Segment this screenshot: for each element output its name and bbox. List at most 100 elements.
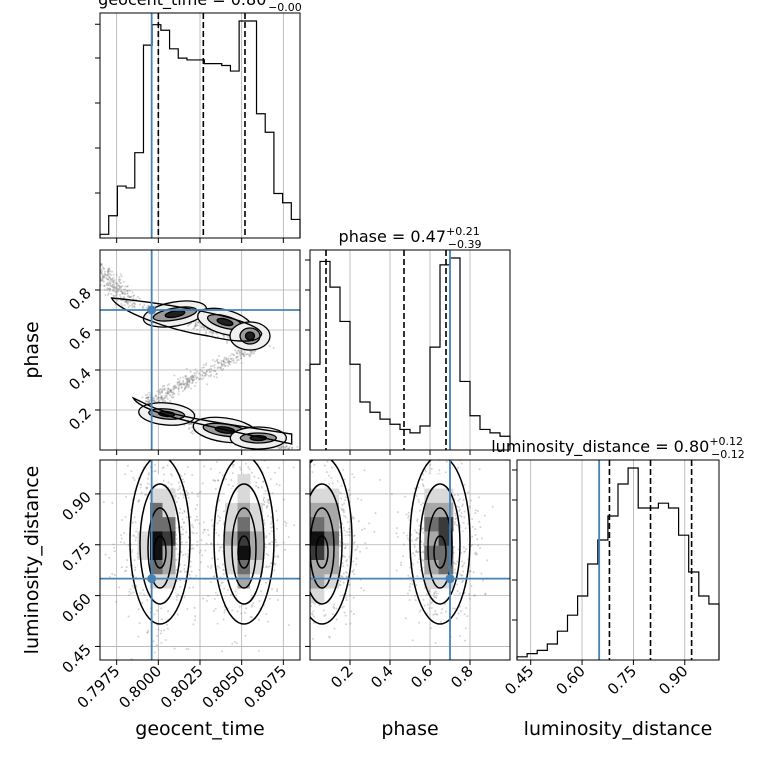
- hist-panel-geocent_time: geocent_time = 0.80+0.00−0.00: [95, 0, 302, 243]
- sample-point: [96, 279, 98, 281]
- sample-point: [188, 423, 191, 426]
- sample-point: [175, 596, 178, 599]
- sample-point: [276, 527, 279, 530]
- sample-point: [390, 493, 393, 496]
- sample-point: [90, 263, 92, 265]
- sample-point: [213, 370, 216, 373]
- sample-point: [101, 277, 104, 280]
- sample-point: [125, 289, 128, 292]
- sample-point: [122, 291, 125, 294]
- sample-point: [89, 269, 91, 271]
- sample-point: [90, 260, 92, 262]
- sample-point: [95, 262, 97, 264]
- sample-point: [84, 261, 86, 263]
- sample-point: [194, 519, 197, 522]
- sample-point: [193, 326, 196, 329]
- sample-point: [280, 446, 283, 449]
- sample-point: [360, 586, 363, 589]
- sample-point: [202, 377, 205, 380]
- sample-point: [138, 499, 141, 502]
- sample-point: [464, 550, 467, 553]
- sample-point: [122, 296, 125, 299]
- sample-point: [219, 366, 222, 369]
- sample-point: [231, 465, 234, 468]
- sample-point: [304, 520, 306, 522]
- sample-point: [291, 533, 293, 535]
- sample-point: [439, 620, 442, 623]
- axis-label: geocent_time: [135, 718, 264, 740]
- sample-point: [82, 254, 84, 256]
- sample-point: [165, 623, 168, 626]
- sample-point: [177, 553, 180, 556]
- title-plus: +0.12: [709, 435, 743, 448]
- sample-point: [202, 325, 205, 328]
- sample-point: [115, 600, 118, 603]
- sample-point: [146, 400, 149, 403]
- panel-luminosity_distance-vs-geocent_time: [100, 460, 309, 660]
- sample-point: [247, 466, 250, 469]
- sample-point: [198, 522, 201, 525]
- sample-point: [96, 274, 98, 276]
- sample-point: [92, 265, 94, 267]
- sample-point: [479, 526, 482, 529]
- sample-point: [239, 468, 242, 471]
- sample-point: [126, 292, 129, 295]
- density-cell: [237, 488, 251, 504]
- sample-point: [161, 467, 164, 470]
- sample-point: [242, 353, 245, 356]
- sample-point: [302, 553, 304, 555]
- sample-point: [236, 352, 239, 355]
- sample-point: [70, 247, 72, 249]
- sample-point: [113, 285, 116, 288]
- sample-point: [291, 446, 294, 449]
- contour-line: [213, 460, 275, 625]
- sample-point: [408, 585, 411, 588]
- sample-point: [100, 263, 103, 266]
- sample-point: [344, 499, 347, 502]
- sample-point: [305, 510, 307, 512]
- sample-point: [303, 516, 305, 518]
- sample-point: [454, 571, 457, 574]
- density-cell: [424, 474, 440, 490]
- sample-point: [156, 609, 159, 612]
- sample-point: [89, 257, 91, 259]
- sample-point: [305, 524, 307, 526]
- x-tick-label: 0.8000: [115, 662, 165, 712]
- density-cell: [237, 588, 251, 604]
- sample-point: [201, 373, 204, 376]
- sample-point: [239, 353, 242, 356]
- sample-point: [169, 389, 172, 392]
- sample-point: [166, 392, 169, 395]
- sample-point: [113, 550, 116, 553]
- sample-point: [121, 292, 124, 295]
- sample-point: [241, 353, 244, 356]
- sample-point: [160, 396, 163, 399]
- sample-point: [453, 456, 455, 458]
- sample-point: [221, 369, 224, 372]
- sample-point: [181, 478, 184, 481]
- sample-point: [189, 377, 192, 380]
- x-tick-label: 0.8025: [157, 662, 207, 712]
- sample-point: [146, 393, 149, 396]
- sample-point: [282, 446, 285, 449]
- sample-point: [164, 638, 167, 641]
- sample-point: [279, 447, 282, 450]
- sample-point: [88, 253, 90, 255]
- sample-point: [123, 570, 126, 573]
- sample-point: [307, 553, 309, 555]
- sample-point: [223, 361, 226, 364]
- sample-point: [325, 471, 328, 474]
- sample-point: [105, 274, 108, 277]
- sample-point: [201, 482, 204, 485]
- sample-point: [207, 565, 210, 568]
- sample-point: [453, 523, 456, 526]
- sample-point: [177, 388, 180, 391]
- sample-point: [134, 569, 137, 572]
- sample-point: [168, 388, 171, 391]
- title-minus: −0.12: [711, 448, 745, 461]
- sample-point: [344, 623, 347, 626]
- sample-point: [288, 522, 290, 524]
- sample-point: [464, 627, 467, 630]
- sample-point: [188, 426, 191, 429]
- sample-point: [206, 600, 209, 603]
